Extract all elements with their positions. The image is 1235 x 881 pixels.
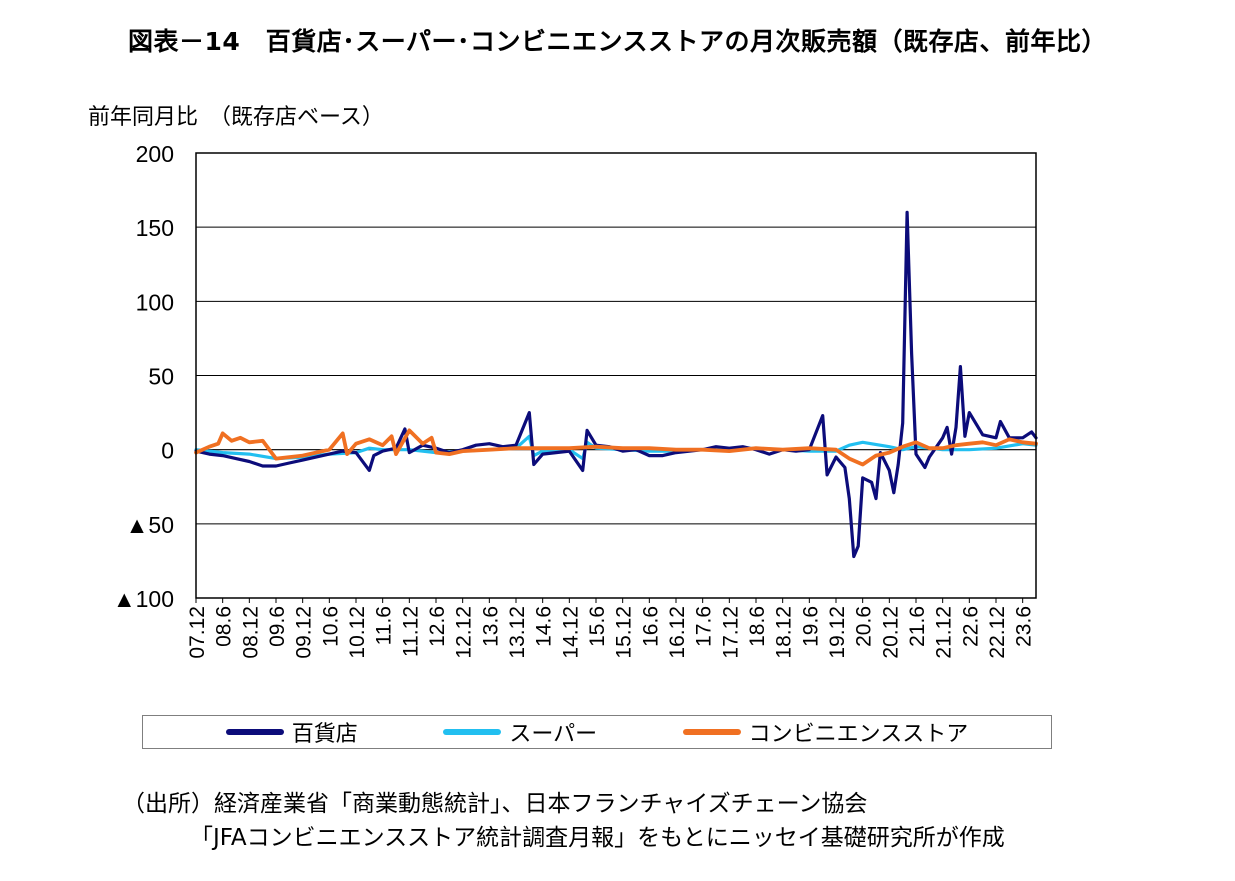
legend-label-department-store: 百貨店 bbox=[291, 722, 358, 747]
legend-swatch-supermarket bbox=[443, 729, 502, 735]
line-chart: 200 150 100 50 0 ▲50 ▲100 07.12 08.6 08.12 09.6 09… bbox=[113, 141, 1038, 659]
x-tick-label: 18.12 bbox=[773, 606, 796, 659]
y-tick-label: 0 bbox=[161, 438, 174, 464]
x-tick-label: 10.12 bbox=[346, 606, 369, 659]
source-note-line-1: （出所）経済産業省「商業動態統計」、日本フランチャイズチェーン協会 bbox=[122, 791, 868, 817]
x-tick-label: 15.6 bbox=[586, 606, 609, 647]
source-note-line-2: 「JFAコンビニエンスストア統計調査月報」をもとにニッセイ基礎研究所が作成 bbox=[190, 825, 1005, 851]
series-line-0 bbox=[194, 210, 1038, 559]
x-tick-label: 16.12 bbox=[666, 606, 689, 659]
x-tick-label: 09.6 bbox=[266, 606, 289, 647]
legend-label-convenience-store: コンビニエンスストア bbox=[748, 722, 969, 747]
x-tick-label: 08.6 bbox=[213, 606, 236, 647]
x-tick-label: 20.6 bbox=[853, 606, 876, 647]
y-tick-label: 50 bbox=[148, 364, 174, 390]
y-axis-label: 前年同月比 （既存店ベース） bbox=[88, 105, 384, 130]
legend-item-convenience-store: コンビニエンスストア bbox=[682, 716, 969, 748]
x-tick-label: 14.12 bbox=[559, 606, 582, 659]
y-tick-labels: 200 150 100 50 0 ▲50 ▲100 bbox=[113, 141, 174, 612]
x-tick-label: 13.6 bbox=[479, 606, 502, 647]
gridlines bbox=[196, 152, 1036, 599]
legend-label-supermarket: スーパー bbox=[509, 722, 598, 747]
legend-item-department-store: 百貨店 bbox=[225, 716, 358, 748]
x-tick-label: 19.6 bbox=[799, 606, 822, 647]
legend: 百貨店 スーパー コンビニエンスストア bbox=[142, 715, 1052, 749]
series-lines bbox=[194, 210, 1038, 559]
plot-frame bbox=[195, 152, 1037, 599]
x-tick-label: 15.12 bbox=[613, 606, 636, 659]
x-tick-label: 17.6 bbox=[693, 606, 716, 647]
x-tick-label: 10.6 bbox=[319, 606, 342, 647]
y-tick-label: 200 bbox=[136, 141, 174, 167]
x-tick-label: 21.12 bbox=[933, 606, 956, 659]
x-tick-label: 17.12 bbox=[719, 606, 742, 659]
y-tick-label: 100 bbox=[136, 289, 174, 315]
x-tick-label: 23.6 bbox=[1013, 606, 1036, 647]
series-line-2 bbox=[194, 428, 1038, 467]
x-tick-label: 13.12 bbox=[506, 606, 529, 659]
x-tick-label: 21.6 bbox=[906, 606, 929, 647]
x-tick-label: 22.12 bbox=[986, 606, 1009, 659]
legend-swatch-department-store bbox=[225, 729, 284, 735]
x-tick-labels: 07.12 08.6 08.12 09.6 09.12 10.6 10.12 11.6 11.1… bbox=[186, 598, 1036, 659]
x-tick-label: 18.6 bbox=[746, 606, 769, 647]
y-tick-label: 150 bbox=[136, 215, 174, 241]
x-tick-label: 22.6 bbox=[959, 606, 982, 647]
x-tick-label: 12.6 bbox=[426, 606, 449, 647]
x-tick-label: 09.12 bbox=[293, 606, 316, 659]
legend-swatch-convenience-store bbox=[682, 729, 741, 735]
x-tick-label: 14.6 bbox=[533, 606, 556, 647]
x-tick-label: 16.6 bbox=[639, 606, 662, 647]
y-tick-label: ▲100 bbox=[113, 586, 174, 612]
x-tick-label: 19.12 bbox=[826, 606, 849, 659]
chart-title: 図表－14 百貨店･スーパー･コンビニエンスストアの月次販売額（既存店、前年比） bbox=[127, 27, 1108, 56]
legend-item-supermarket: スーパー bbox=[443, 716, 597, 748]
x-tick-label: 12.12 bbox=[453, 606, 476, 659]
x-tick-label: 08.12 bbox=[239, 606, 262, 659]
x-tick-label: 20.12 bbox=[879, 606, 902, 659]
x-tick-label: 11.6 bbox=[373, 606, 396, 645]
y-tick-label: ▲50 bbox=[126, 512, 174, 538]
x-tick-label: 07.12 bbox=[186, 606, 209, 659]
x-tick-label: 11.12 bbox=[399, 606, 422, 657]
